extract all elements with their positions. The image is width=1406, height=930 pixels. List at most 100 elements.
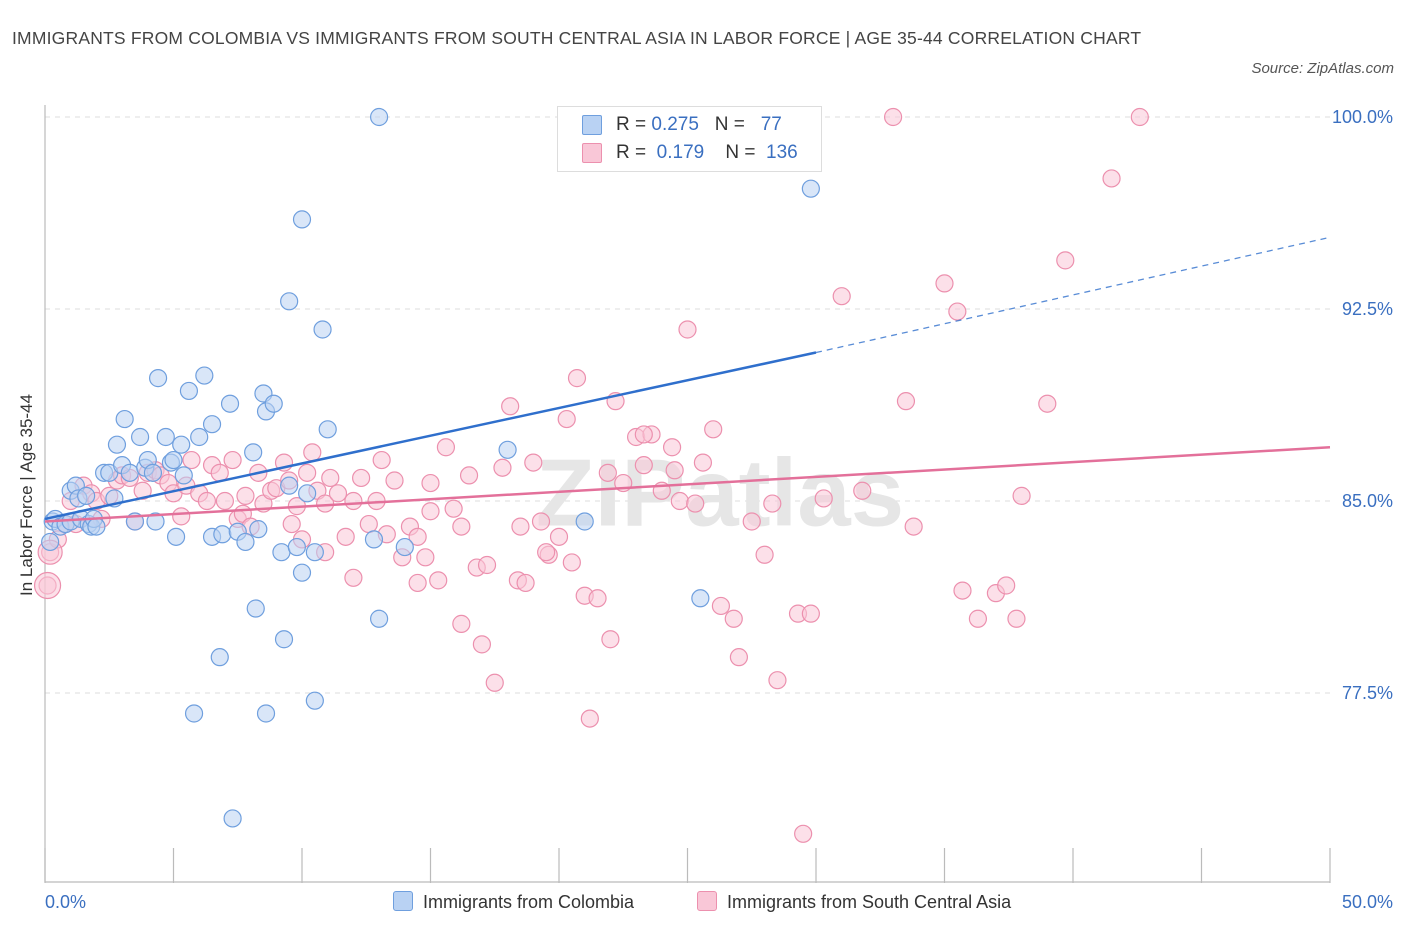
chart-title: IMMIGRANTS FROM COLOMBIA VS IMMIGRANTS F… bbox=[12, 28, 1142, 48]
colombia-point bbox=[202, 415, 222, 434]
south-central-asia-point bbox=[352, 468, 371, 488]
south-central-asia-point bbox=[997, 576, 1016, 595]
colombia-point bbox=[287, 537, 306, 557]
colombia-point bbox=[256, 704, 276, 723]
r-label: R = bbox=[616, 114, 647, 135]
colombia-point bbox=[223, 809, 242, 828]
south-central-asia-point bbox=[485, 673, 504, 692]
trend-line-colombia bbox=[44, 351, 817, 521]
colombia-point bbox=[77, 486, 96, 505]
south-central-asia-point bbox=[537, 543, 556, 562]
south-central-asia-point bbox=[853, 481, 872, 500]
south-central-asia-point bbox=[436, 438, 456, 457]
south-central-asia-point bbox=[768, 671, 787, 690]
south-central-asia-point bbox=[215, 491, 234, 511]
legend-swatch-colombia bbox=[393, 891, 413, 911]
colombia-point bbox=[364, 530, 384, 549]
legend-swatch-south-central-asia bbox=[697, 891, 717, 911]
stats-swatch-south-central-asia bbox=[582, 143, 602, 163]
south-central-asia-point bbox=[686, 494, 705, 513]
colombia-point bbox=[264, 394, 283, 413]
colombia-point bbox=[246, 599, 265, 618]
legend-label: Immigrants from Colombia bbox=[423, 892, 635, 912]
colombia-point bbox=[244, 443, 263, 462]
south-central-asia-point bbox=[904, 517, 923, 536]
south-central-asia-point bbox=[421, 473, 440, 493]
south-central-asia-point bbox=[742, 512, 761, 531]
south-central-asia-point bbox=[182, 450, 201, 470]
south-central-asia-point bbox=[883, 107, 903, 127]
legend-label: Immigrants from South Central Asia bbox=[727, 892, 1012, 912]
y-axis-label: In Labor Force | Age 35-44 bbox=[17, 394, 36, 596]
south-central-asia-point bbox=[598, 463, 617, 482]
south-central-asia-point bbox=[33, 571, 62, 600]
y-tick-label: 85.0% bbox=[1342, 491, 1393, 511]
south-central-asia-point bbox=[670, 491, 689, 511]
south-central-asia-point bbox=[524, 453, 543, 472]
south-central-asia-point bbox=[321, 468, 340, 488]
south-central-asia-point bbox=[1007, 609, 1026, 628]
south-central-asia-point bbox=[328, 484, 348, 503]
colombia-point bbox=[274, 630, 294, 649]
n-label: N = bbox=[714, 114, 745, 135]
colombia-point bbox=[156, 427, 175, 447]
colombia-point bbox=[120, 463, 139, 482]
south-central-asia-point bbox=[501, 397, 520, 416]
south-central-asia-point bbox=[197, 491, 217, 511]
colombia-point bbox=[210, 648, 229, 667]
colombia-point bbox=[213, 525, 232, 544]
south-central-asia-point bbox=[477, 555, 497, 575]
south-central-asia-point bbox=[452, 517, 471, 536]
watermark: ZIPatlas bbox=[536, 439, 904, 546]
colombia-point bbox=[236, 532, 255, 552]
colombia-point bbox=[313, 320, 332, 339]
axes bbox=[44, 105, 1331, 883]
south-central-asia-point bbox=[416, 548, 435, 567]
x-tick-label: 0.0% bbox=[45, 892, 86, 912]
south-central-asia-point bbox=[601, 630, 620, 649]
colombia-point bbox=[318, 420, 337, 439]
colombia-point bbox=[107, 435, 127, 454]
south-central-asia-point bbox=[567, 369, 587, 388]
south-central-asia-point bbox=[421, 502, 440, 521]
colombia-point bbox=[41, 532, 60, 552]
south-central-asia-point bbox=[1038, 394, 1057, 413]
legend-item-south-central-asia[interactable]: Immigrants from South Central Asia bbox=[697, 888, 1011, 916]
south-central-asia-point bbox=[298, 463, 317, 482]
colombia-point bbox=[691, 589, 710, 608]
colombia-point bbox=[143, 463, 163, 482]
stats-box: R = 0.275 N = 77 R = 0.179 N = 136 bbox=[557, 106, 822, 172]
south-central-asia-point bbox=[953, 581, 972, 600]
colombia-point bbox=[280, 476, 299, 495]
south-central-asia-point bbox=[133, 481, 152, 500]
south-central-asia-point bbox=[814, 489, 833, 508]
south-central-asia-point bbox=[385, 471, 404, 490]
south-central-asia-point bbox=[634, 425, 653, 444]
south-central-asia-point bbox=[531, 512, 551, 531]
south-central-asia-point bbox=[516, 573, 535, 593]
colombia-point bbox=[292, 210, 312, 229]
south-central-asia-point bbox=[678, 320, 697, 339]
south-central-asia-point bbox=[1056, 251, 1075, 270]
colombia-point bbox=[146, 512, 165, 531]
colombia-point bbox=[87, 517, 106, 536]
colombia-point bbox=[190, 427, 209, 447]
south-central-asia-point bbox=[359, 514, 378, 534]
south-central-asia-point bbox=[452, 614, 471, 633]
south-central-asia-point bbox=[444, 499, 463, 518]
south-central-asia-point bbox=[408, 573, 427, 593]
trend-lines bbox=[44, 236, 1331, 523]
r-label: R = bbox=[616, 142, 647, 163]
south-central-asia-point bbox=[223, 450, 242, 470]
legend-item-colombia[interactable]: Immigrants from Colombia bbox=[393, 888, 634, 916]
y-tick-label: 100.0% bbox=[1332, 107, 1393, 127]
n-label: N = bbox=[725, 142, 756, 163]
source-label: Source: ZipAtlas.com bbox=[1251, 60, 1394, 77]
south-central-asia-point bbox=[472, 635, 491, 654]
trend-line-colombia-extension bbox=[815, 236, 1331, 354]
south-central-asia-point bbox=[711, 596, 731, 616]
south-central-asia-point bbox=[549, 527, 569, 546]
south-central-asia-point bbox=[634, 456, 653, 475]
colombia-point bbox=[166, 527, 186, 546]
south-central-asia-point bbox=[662, 438, 682, 457]
